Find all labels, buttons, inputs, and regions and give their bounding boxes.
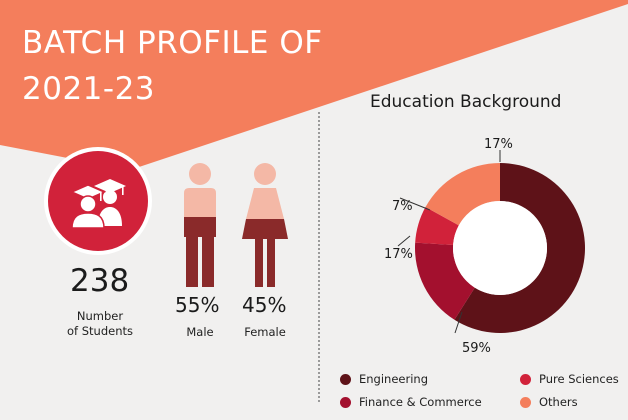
legend-swatch — [340, 373, 351, 385]
legend-swatch — [340, 396, 351, 408]
data-label-engineering: 59% — [462, 341, 491, 356]
page-title: BATCH PROFILE OF 2021-23 — [22, 20, 323, 112]
donut-hole — [453, 201, 547, 295]
male-icon — [184, 163, 216, 287]
page-title-line-1: BATCH PROFILE OF — [22, 25, 323, 61]
female-percent: 45% — [242, 293, 287, 317]
leader-line-pure-sciences — [399, 197, 431, 211]
graduates-badge — [44, 147, 152, 255]
donut-slice-finance-commerce — [414, 242, 475, 320]
legend-item-others: Others — [520, 395, 578, 409]
data-label-pure-sciences: 7% — [392, 199, 413, 214]
page-title-line-2: 2021-23 — [22, 71, 156, 107]
data-label-others: 17% — [484, 137, 513, 152]
female-label: Female — [244, 325, 286, 339]
donut-slice-pure-sciences — [415, 207, 459, 246]
graduates-icon — [70, 179, 126, 228]
male-percent: 55% — [175, 293, 220, 317]
section-divider — [318, 112, 320, 402]
donut-slice-others — [425, 163, 500, 226]
donut-slice-engineering — [454, 163, 585, 333]
legend-item-finance-commerce: Finance & Commerce — [340, 395, 482, 409]
leader-line-engineering — [454, 311, 463, 334]
legend-swatch — [520, 373, 531, 385]
student-count: 238 — [70, 263, 130, 299]
legend-item-pure-sciences: Pure Sciences — [520, 372, 619, 386]
leader-line-finance-commerce — [397, 235, 411, 247]
data-label-finance-commerce: 17% — [384, 247, 413, 262]
legend-swatch — [520, 396, 531, 408]
male-label: Male — [186, 325, 214, 339]
legend-item-engineering: Engineering — [340, 372, 428, 386]
student-count-label: Number of Students — [66, 309, 133, 338]
chart-title: Education Background — [370, 92, 562, 112]
female-icon — [242, 163, 288, 287]
